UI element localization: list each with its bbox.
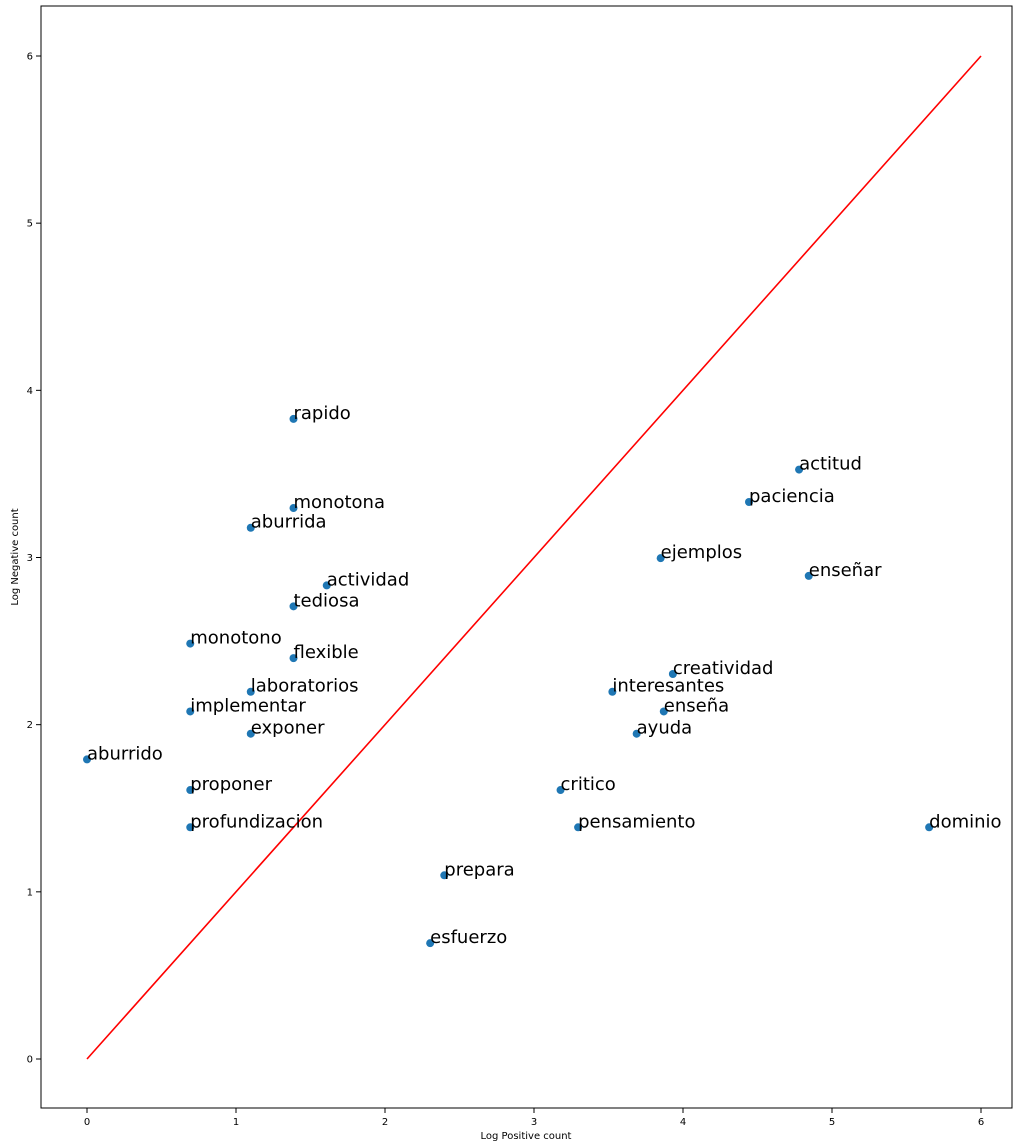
point-label: implementar bbox=[190, 695, 306, 716]
data-point bbox=[186, 786, 195, 795]
y-tick-label: 5 bbox=[27, 219, 33, 230]
y-tick-label: 2 bbox=[27, 720, 33, 731]
point-label: prepara bbox=[444, 859, 514, 880]
data-point bbox=[659, 707, 668, 716]
point-label: aburrida bbox=[251, 512, 327, 533]
x-tick-label: 0 bbox=[84, 1117, 90, 1128]
data-point bbox=[925, 823, 934, 832]
data-point bbox=[804, 571, 813, 580]
point-label: creatividad bbox=[673, 658, 774, 679]
data-point bbox=[632, 729, 641, 738]
point-label: esfuerzo bbox=[430, 927, 507, 948]
point-label: monotona bbox=[294, 492, 385, 513]
point-label: laboratorios bbox=[251, 676, 359, 697]
data-point bbox=[322, 581, 331, 590]
point-label: enseña bbox=[664, 695, 729, 716]
data-point bbox=[745, 498, 754, 507]
y-tick-label: 0 bbox=[27, 1055, 33, 1066]
y-tick-label: 6 bbox=[27, 52, 33, 63]
point-label: exponer bbox=[251, 718, 325, 739]
data-point bbox=[289, 504, 298, 513]
data-point bbox=[289, 602, 298, 611]
point-label: monotono bbox=[190, 628, 281, 649]
y-ticks: 0 1 2 3 4 5 6 bbox=[27, 52, 41, 1066]
point-label: aburrido bbox=[87, 743, 163, 764]
x-tick-label: 4 bbox=[680, 1117, 686, 1128]
points-layer bbox=[83, 414, 934, 948]
point-label: paciencia bbox=[749, 486, 835, 507]
point-label: ayuda bbox=[637, 718, 693, 739]
x-tick-label: 6 bbox=[978, 1117, 984, 1128]
data-point bbox=[186, 707, 195, 716]
point-label: enseñar bbox=[809, 560, 882, 581]
data-point bbox=[608, 687, 617, 696]
point-label: flexible bbox=[294, 642, 359, 663]
point-label: actitud bbox=[799, 454, 862, 475]
data-point bbox=[83, 755, 91, 764]
point-label: rapido bbox=[294, 403, 351, 424]
point-label: dominio bbox=[929, 811, 1001, 832]
y-tick-label: 1 bbox=[27, 887, 33, 898]
data-point bbox=[289, 414, 298, 423]
point-label: tediosa bbox=[294, 590, 360, 611]
data-point bbox=[246, 523, 255, 532]
point-label: critico bbox=[561, 774, 616, 795]
data-point bbox=[556, 786, 565, 795]
data-point bbox=[246, 729, 255, 738]
point-label: proponer bbox=[190, 774, 272, 795]
x-ticks: 0 1 2 3 4 5 6 bbox=[84, 1108, 984, 1128]
data-point bbox=[668, 670, 677, 679]
y-tick-label: 3 bbox=[27, 553, 33, 564]
point-label: interesantes bbox=[612, 676, 724, 697]
point-label: profundizacion bbox=[190, 811, 323, 832]
x-tick-label: 5 bbox=[829, 1117, 835, 1128]
y-tick-label: 4 bbox=[27, 386, 33, 397]
x-tick-label: 3 bbox=[531, 1117, 537, 1128]
point-label: actividad bbox=[327, 569, 410, 590]
data-point bbox=[574, 823, 583, 832]
x-axis-label: Log Positive count bbox=[481, 1131, 572, 1142]
y-axis-label: Log Negative count bbox=[10, 508, 21, 605]
data-point bbox=[426, 939, 435, 948]
data-point bbox=[289, 654, 298, 663]
point-label: ejemplos bbox=[661, 542, 743, 563]
data-point bbox=[440, 871, 449, 880]
data-point bbox=[246, 687, 255, 696]
data-point bbox=[795, 465, 804, 474]
x-tick-label: 2 bbox=[382, 1117, 388, 1128]
reference-line-layer bbox=[86, 55, 982, 1060]
data-point bbox=[656, 554, 665, 563]
data-point bbox=[186, 823, 195, 832]
reference-line bbox=[86, 55, 982, 1060]
data-point bbox=[186, 639, 195, 648]
point-label: pensamiento bbox=[578, 811, 695, 832]
plot-frame bbox=[40, 5, 1013, 1109]
x-tick-label: 1 bbox=[233, 1117, 239, 1128]
